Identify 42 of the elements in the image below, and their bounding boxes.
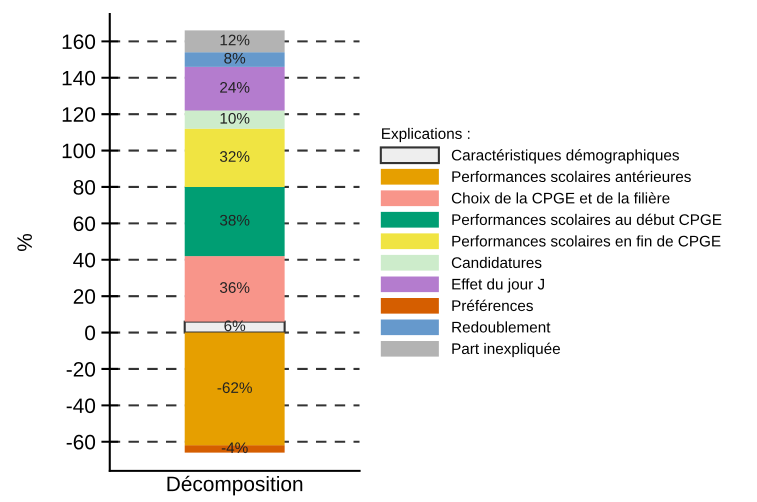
data-label: -4% [222,442,248,454]
legend-label: Part inexpliquée [452,342,560,358]
legend-label: Performances scolaires en fin de CPGE [452,235,720,247]
y-tick-label: 0 [85,326,96,340]
y-tick-label: 40 [73,252,96,268]
legend-label: Caractéristiques démographiques [452,149,679,164]
x-tick-label: Décomposition [167,476,302,496]
y-tick-label: -60 [66,434,96,450]
data-label: 36% [220,282,250,293]
y-tick-label: 160 [62,34,96,50]
bar [184,52,285,67]
y-tick-label: -20 [66,362,96,377]
legend-title: Explications : [382,128,470,142]
y-tick-label: 60 [74,216,96,232]
legend-label: Choix de la CPGE et de la filière [452,192,670,204]
data-label: -62% [218,382,252,394]
data-label: 6% [224,320,246,332]
data-label: 10% [220,112,250,124]
legend-label: Performances scolaires antérieures [452,170,691,182]
y-tick-label: 20 [74,289,96,304]
bar [184,110,285,129]
data-label: 8% [224,52,246,64]
data-label: 38% [220,214,250,226]
y-tick-label: 120 [62,107,96,122]
data-label: 24% [220,82,250,93]
y-axis-title: % [17,234,32,251]
bar [184,186,285,256]
legend-label: Redoublement [452,321,550,333]
legend-label: Préférences [452,300,533,312]
y-tick-label: 100 [62,144,96,158]
y-tick-label: 80 [74,180,96,195]
data-label: 12% [220,34,250,46]
legend-label: Performances scolaires au début CPGE [452,214,722,226]
bar [184,30,285,52]
bar [184,256,285,322]
y-tick-label: -40 [66,398,96,414]
legend-label: Effet du jour J [452,278,544,293]
legend-label: Candidatures [452,256,542,268]
bar [184,66,285,111]
bar [184,128,285,187]
data-label: 32% [220,151,250,162]
y-tick-label: 140 [62,70,96,86]
